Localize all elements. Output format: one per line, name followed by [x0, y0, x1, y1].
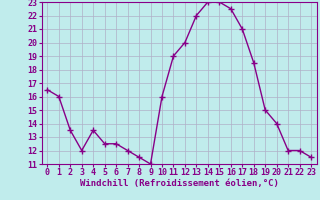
X-axis label: Windchill (Refroidissement éolien,°C): Windchill (Refroidissement éolien,°C) [80, 179, 279, 188]
